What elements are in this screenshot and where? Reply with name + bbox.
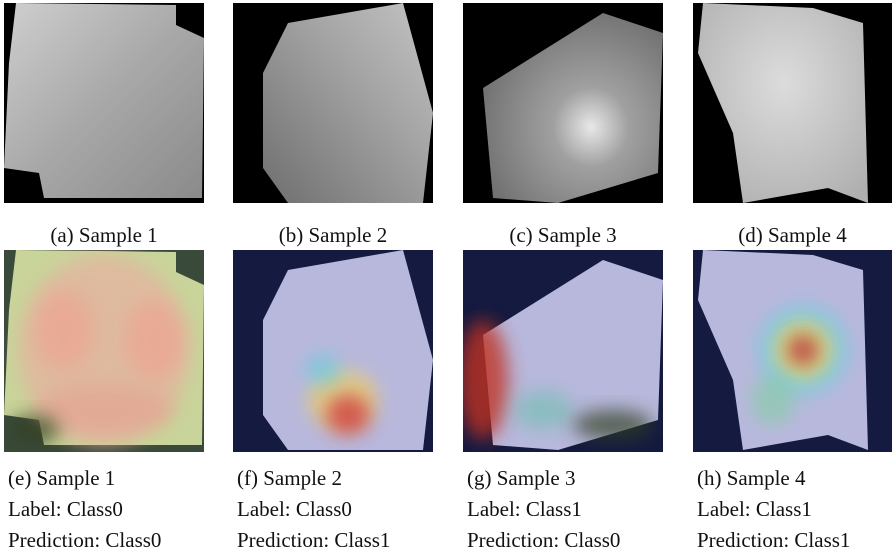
heatmap-image <box>4 250 204 452</box>
heatmap-prediction: Prediction: Class0 <box>467 528 620 550</box>
heat-blob <box>34 290 94 370</box>
heat-blob <box>124 300 184 380</box>
heatmap-prediction: Prediction: Class1 <box>237 528 390 550</box>
heat-blob <box>513 390 573 430</box>
heat-blob <box>751 375 795 425</box>
caption: (d) Sample 4 <box>738 223 847 247</box>
sample-image <box>233 3 433 203</box>
sample-image <box>693 3 892 203</box>
heat-blob <box>326 395 370 435</box>
heatmap-caption: (h) Sample 4 <box>697 466 806 490</box>
image-content <box>4 3 204 198</box>
heat-blob <box>9 415 59 445</box>
figure: (a) Sample 1 (e) Sample 1 Label: Class0 Pre… <box>0 0 892 550</box>
heat-blob <box>573 410 653 440</box>
heatmap-caption: (f) Sample 2 <box>237 466 342 490</box>
caption: (c) Sample 3 <box>509 223 616 247</box>
heatmap-prediction: Prediction: Class1 <box>697 528 850 550</box>
heat-blob <box>787 334 819 366</box>
sample-image <box>463 3 663 203</box>
heatmap-label: Label: Class1 <box>467 497 582 521</box>
heatmap-image <box>693 250 892 452</box>
heat-blob <box>305 354 341 386</box>
heatmap-caption: (e) Sample 1 <box>8 466 115 490</box>
heatmap-prediction: Prediction: Class0 <box>8 528 161 550</box>
heat-blob <box>458 320 508 440</box>
heatmap-image <box>233 250 433 452</box>
heatmap-label: Label: Class0 <box>237 497 352 521</box>
heatmap-image <box>458 250 663 452</box>
image-content <box>263 3 433 203</box>
heatmap-label: Label: Class1 <box>697 497 812 521</box>
heatmap-caption: (g) Sample 3 <box>467 466 575 490</box>
caption: (a) Sample 1 <box>50 223 157 247</box>
heatmap-label: Label: Class0 <box>8 497 123 521</box>
sample-image <box>4 3 204 203</box>
caption: (b) Sample 2 <box>279 223 387 247</box>
